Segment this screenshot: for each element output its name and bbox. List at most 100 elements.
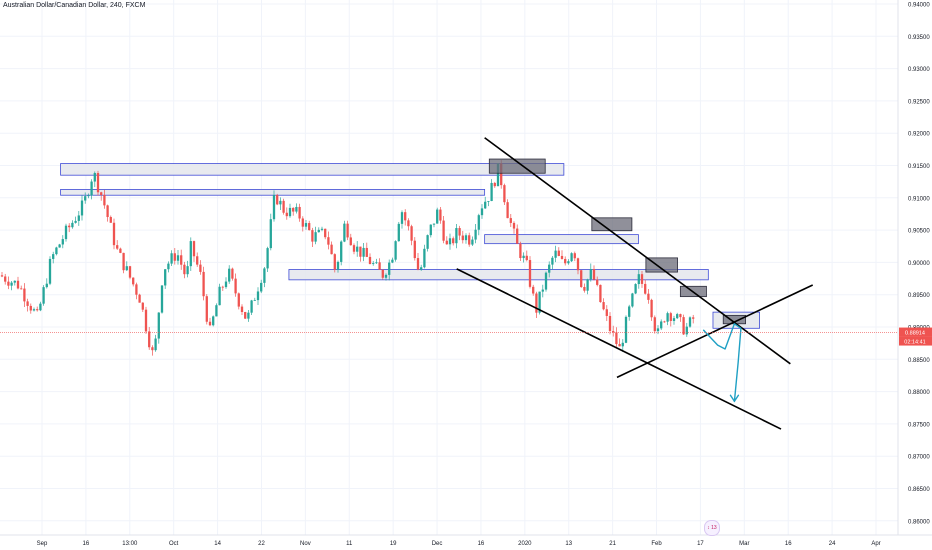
candle-body: [221, 286, 224, 288]
candle-body: [164, 269, 167, 286]
candle-body: [445, 240, 448, 245]
candle-body: [650, 299, 653, 318]
candle-body: [167, 263, 170, 270]
candle-body: [212, 316, 215, 326]
candle-body: [474, 229, 477, 240]
candle-body: [496, 163, 500, 187]
candle-body: [682, 317, 685, 335]
candle-body: [602, 302, 605, 310]
x-tick-label: Oct: [169, 541, 179, 547]
candle-body: [135, 284, 138, 295]
x-tick-label: 22: [258, 541, 265, 547]
candle-body: [106, 205, 109, 218]
candle-body: [429, 224, 432, 236]
candle-body: [394, 241, 397, 260]
candle-body: [125, 266, 128, 271]
candle-body: [583, 286, 586, 291]
candle-body: [138, 294, 141, 303]
candle-body: [538, 291, 541, 313]
candle-body: [516, 228, 519, 244]
candle-body: [317, 229, 320, 233]
candle-body: [128, 266, 132, 278]
x-tick-label: 21: [609, 541, 616, 547]
candle-body: [183, 264, 186, 275]
x-tick-label: Feb: [651, 541, 662, 547]
projection-line: [702, 323, 742, 402]
candle-body: [461, 235, 464, 241]
candle-body: [628, 306, 631, 317]
chart-title: Australian Dollar/Canadian Dollar, 240, …: [3, 2, 146, 9]
candle-body: [100, 192, 103, 195]
candle-body: [272, 195, 276, 220]
x-tick-label: 16: [785, 541, 792, 547]
supply-box: [488, 158, 546, 174]
candle-body: [407, 220, 410, 227]
x-tick-label: 14: [214, 541, 221, 547]
countdown-tag: [899, 336, 932, 346]
y-tick-label: 0.90000: [908, 261, 930, 267]
candle-body: [634, 284, 637, 294]
x-tick-label: 24: [829, 541, 836, 547]
candle-body: [224, 281, 228, 288]
support-resistance-zone: [484, 234, 639, 245]
candle-body: [586, 279, 589, 291]
time-axis[interactable]: Sep 16 13:00 Oct 14 22 Nov 11 19 Dec 16 2020 13 21 Feb…: [0, 534, 932, 547]
candle-body: [4, 276, 7, 282]
candle-body: [452, 238, 455, 244]
candle-body: [269, 219, 272, 249]
candle-body: [180, 255, 183, 265]
candle-body: [282, 200, 285, 213]
candle-body: [263, 268, 266, 283]
last-price-value: 0.88914: [905, 331, 925, 337]
candle-body: [493, 182, 496, 187]
candle-body: [196, 256, 199, 265]
candle-body: [676, 314, 679, 319]
candle-body: [368, 256, 372, 265]
candle-body: [576, 258, 580, 271]
candle-body: [7, 281, 10, 286]
candle-body: [688, 317, 692, 327]
candle-body: [36, 309, 39, 311]
candle-body: [202, 271, 205, 297]
candle-body: [20, 288, 23, 290]
candle-body: [637, 274, 640, 285]
countdown-value: 02:14:41: [904, 340, 925, 346]
candle-body: [314, 232, 317, 242]
candle-body: [205, 296, 208, 322]
candles: [0, 160, 695, 356]
candle-body: [663, 321, 666, 323]
candle-body: [247, 312, 250, 319]
candle-body: [468, 235, 471, 245]
candle-body: [340, 241, 343, 262]
x-tick-label: 2020: [518, 541, 532, 547]
candle-body: [0, 275, 4, 277]
candle-body: [528, 260, 532, 287]
candle-body: [410, 226, 413, 241]
y-tick-label: 0.92500: [908, 99, 930, 105]
candle-body: [359, 246, 362, 257]
projection-arrow: [702, 323, 742, 403]
candle-body: [96, 173, 100, 193]
candle-body: [298, 206, 301, 219]
candle-body: [324, 228, 327, 238]
candle-body: [660, 321, 663, 329]
candle-body: [148, 331, 151, 348]
candle-body: [525, 255, 528, 261]
candle-body: [535, 293, 538, 313]
projection-arrowhead: [729, 394, 740, 403]
candle-body: [320, 228, 324, 230]
candle-body: [631, 293, 634, 307]
ideas-badge[interactable]: ↕ 13: [704, 520, 720, 536]
candle-body: [240, 306, 244, 313]
candle-body: [192, 241, 196, 257]
price-axis[interactable]: 0.94000 0.93500 0.93000 0.92500 0.92000 0.915…: [897, 0, 932, 535]
candle-body: [439, 209, 442, 221]
candle-body: [16, 280, 20, 289]
candle-body: [589, 269, 592, 280]
candle-body: [237, 293, 240, 307]
candle-body: [93, 173, 96, 182]
y-tick-label: 0.87500: [908, 422, 930, 428]
candle-body: [484, 201, 487, 209]
candle-body: [52, 254, 55, 259]
